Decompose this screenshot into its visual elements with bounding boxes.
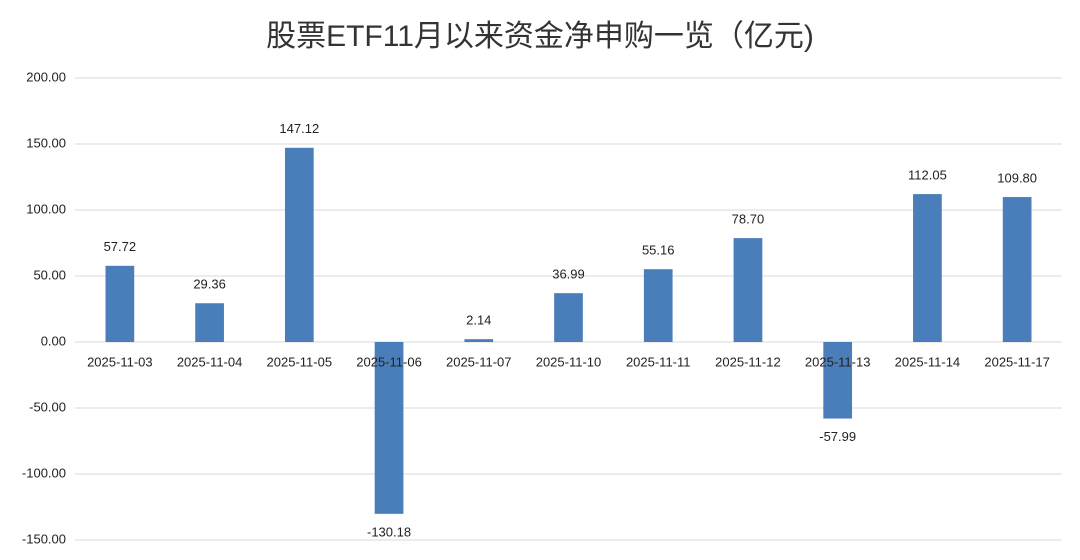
y-tick-label: 150.00 (26, 135, 66, 150)
bar (195, 303, 224, 342)
x-tick-label: 2025-11-13 (805, 354, 871, 369)
data-label: 57.72 (104, 239, 137, 254)
bar (1002, 197, 1032, 342)
x-tick-label: 2025-11-12 (715, 354, 781, 369)
x-tick-label: 2025-11-06 (356, 354, 422, 369)
bar (554, 293, 583, 342)
y-tick-label: -50.00 (29, 399, 66, 414)
bar (105, 265, 135, 342)
bar (284, 147, 314, 342)
data-label: -57.99 (819, 429, 856, 444)
bar (913, 194, 942, 342)
bar (733, 238, 763, 342)
x-tick-label: 2025-11-14 (895, 354, 961, 369)
y-tick-label: 200.00 (26, 69, 66, 84)
data-label: 78.70 (732, 212, 765, 227)
x-tick-label: 2025-11-07 (446, 354, 512, 369)
chart-title: 股票ETF11月以来资金净申购一览（亿元) (266, 20, 814, 53)
data-label: 55.16 (642, 243, 675, 258)
bar (823, 342, 853, 419)
y-tick-label: -100.00 (22, 465, 66, 480)
data-label: 147.12 (279, 121, 319, 136)
x-tick-label: 2025-11-05 (267, 354, 333, 369)
y-tick-label: -150.00 (22, 531, 66, 546)
data-label: 112.05 (908, 168, 947, 183)
data-label: 29.36 (193, 277, 226, 292)
x-tick-label: 2025-11-04 (177, 354, 243, 369)
bar (464, 339, 494, 342)
bar (643, 269, 673, 342)
y-tick-label: 100.00 (26, 201, 66, 216)
data-label: 109.80 (997, 171, 1037, 186)
x-tick-label: 2025-11-11 (626, 354, 691, 369)
y-tick-label: 0.00 (41, 333, 66, 348)
data-label: 2.14 (466, 313, 491, 328)
data-label: -130.18 (367, 524, 411, 539)
x-tick-label: 2025-11-17 (984, 354, 1050, 369)
data-label: 36.99 (552, 267, 585, 282)
y-tick-label: 50.00 (33, 267, 66, 282)
bar (374, 342, 404, 514)
x-tick-label: 2025-11-10 (536, 354, 602, 369)
x-tick-label: 2025-11-03 (87, 354, 153, 369)
